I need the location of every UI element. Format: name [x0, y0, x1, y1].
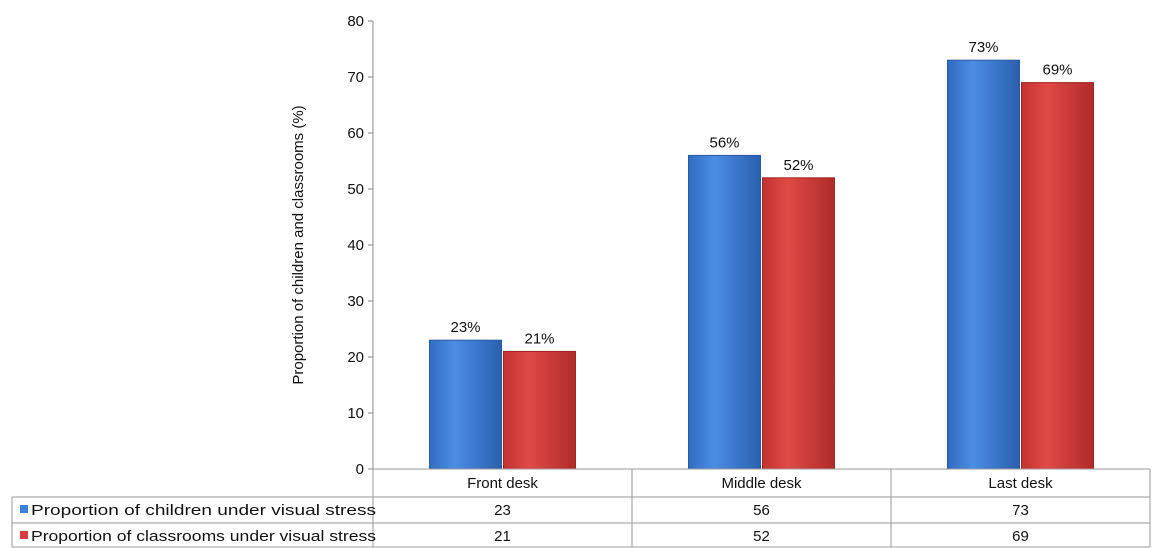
- data-label: 69%: [1042, 62, 1072, 79]
- bar-children-0: [429, 339, 502, 470]
- data-label: 73%: [968, 39, 998, 56]
- data-label: 56%: [709, 134, 739, 151]
- table-cell: 56: [753, 502, 770, 519]
- y-tick-label: 40: [347, 237, 364, 254]
- data-label: 52%: [783, 157, 813, 174]
- table-cell: 69: [1012, 528, 1029, 545]
- legend-swatch: [20, 505, 28, 513]
- bar-classrooms-0: [503, 350, 576, 470]
- y-tick-label: 30: [347, 293, 364, 310]
- category-label: Middle desk: [721, 475, 802, 492]
- table-cell: 23: [494, 502, 511, 519]
- bar-classrooms-2: [1021, 82, 1094, 470]
- y-tick-label: 0: [356, 461, 364, 478]
- bar-children-2: [947, 59, 1020, 470]
- data-table: Front desk Middle desk Last desk Proportion…: [11, 468, 1151, 548]
- label-layer: 23% 21% 56% 52% 73% 69%: [450, 39, 1072, 347]
- y-tick-label: 20: [347, 349, 364, 366]
- data-label: 23%: [450, 319, 480, 336]
- y-tick-label: 60: [347, 125, 364, 142]
- y-tick-label: 70: [347, 69, 364, 86]
- y-tick-label: 80: [347, 13, 364, 30]
- data-label: 21%: [524, 330, 554, 347]
- series-name: Proportion of classrooms under visual st…: [31, 528, 376, 545]
- table-cell: 21: [494, 528, 511, 545]
- y-tick-label: 50: [347, 181, 364, 198]
- legend-swatch: [20, 531, 28, 539]
- bar-layer: [429, 59, 1094, 470]
- y-axis-title: Proportion of children and classrooms (%…: [290, 105, 307, 384]
- bar-children-1: [688, 154, 761, 470]
- table-cell: 52: [753, 528, 770, 545]
- category-label: Front desk: [467, 475, 538, 492]
- series-name: Proportion of children under visual stre…: [31, 502, 376, 519]
- y-tick-label: 10: [347, 405, 364, 422]
- bar-classrooms-1: [762, 177, 835, 470]
- category-label: Last desk: [988, 475, 1053, 492]
- table-cell: 73: [1012, 502, 1029, 519]
